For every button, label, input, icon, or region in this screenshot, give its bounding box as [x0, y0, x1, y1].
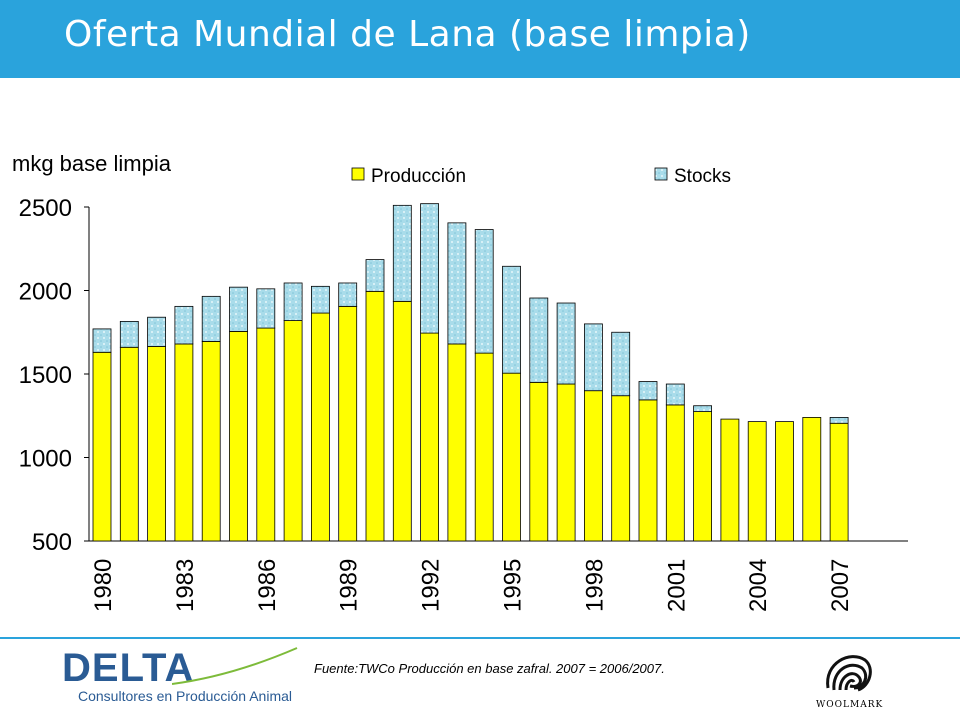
bar-produccion: [638, 399, 658, 542]
x-tick-label: 1992: [418, 559, 445, 612]
bar-stocks: [283, 282, 303, 321]
x-tick-label: 2007: [827, 559, 854, 612]
delta-logo: DELTA Consultores en Producción Animal: [62, 646, 302, 716]
bar-stocks: [174, 305, 194, 345]
y-tick-label: 1000: [19, 446, 72, 473]
woolmark-logo-word: WOOLMARK: [816, 700, 884, 710]
bar-stocks: [665, 383, 685, 406]
bar-stocks: [556, 302, 576, 385]
bar-produccion: [365, 290, 385, 542]
legend: Producción Stocks: [351, 166, 731, 187]
bar-stocks: [119, 320, 139, 348]
legend-label: Stocks: [674, 166, 731, 187]
bar-stocks: [365, 259, 385, 292]
x-tick-labels: 1980 1983 1986 1989 1992 1995 1998 2001 2004 2007: [90, 559, 854, 612]
header-bar: Oferta Mundial de Lana (base limpia): [0, 0, 960, 78]
bar-produccion: [747, 421, 767, 542]
bar-stocks: [447, 222, 467, 345]
source-note: Fuente:TWCo Producción en base zafral. 2…: [314, 661, 665, 676]
x-tick-label: 1986: [254, 559, 281, 612]
legend-label: Producción: [371, 166, 466, 187]
bar-stocks: [502, 265, 521, 374]
legend-item-stocks: Stocks: [654, 166, 731, 187]
axes: [84, 206, 908, 542]
bar-produccion: [310, 312, 330, 542]
bar-produccion: [693, 411, 712, 542]
woolmark-logo: WOOLMARK: [816, 648, 882, 718]
bar-produccion: [720, 418, 740, 542]
bar-stocks: [392, 204, 412, 302]
bar-stocks: [529, 297, 549, 383]
delta-swoosh-icon: [172, 647, 298, 685]
delta-logo-subtitle: Consultores en Producción Animal: [78, 688, 293, 704]
wool-supply-chart: mkg base limpia Producción Stocks 500 1000…: [12, 151, 908, 612]
x-tick-label: 1983: [172, 559, 199, 612]
page-title: Oferta Mundial de Lana (base limpia): [64, 14, 751, 55]
bar-produccion: [802, 417, 822, 542]
x-tick-label: 1998: [581, 559, 608, 612]
bar-stocks: [693, 405, 712, 412]
bars: [92, 203, 849, 542]
y-tick-label: 500: [32, 529, 72, 556]
bar-produccion: [502, 372, 521, 542]
woolmark-icon: [826, 655, 872, 692]
bar-stocks: [92, 328, 112, 353]
bar-stocks: [201, 295, 221, 342]
bar-stocks: [611, 331, 631, 397]
bar-stocks: [338, 282, 358, 307]
legend-swatch: [654, 167, 668, 181]
footer-divider: [0, 637, 960, 639]
bar-produccion: [829, 422, 849, 542]
bar-stocks: [638, 381, 658, 401]
bar-produccion: [584, 390, 603, 542]
bar-produccion: [775, 421, 794, 542]
x-tick-label: 1995: [500, 559, 527, 612]
x-tick-label: 1989: [336, 559, 363, 612]
bar-produccion: [229, 331, 248, 542]
bar-produccion: [92, 351, 112, 542]
bar-stocks: [256, 288, 276, 329]
x-tick-label: 1980: [90, 559, 117, 612]
bar-produccion: [283, 320, 303, 542]
bar-stocks: [310, 285, 330, 314]
y-axis-label: mkg base limpia: [12, 151, 172, 176]
bar-produccion: [474, 352, 494, 542]
y-tick-label: 1500: [19, 362, 72, 389]
bar-produccion: [529, 381, 549, 542]
bar-produccion: [338, 305, 358, 542]
x-tick-label: 2004: [745, 559, 772, 612]
bar-stocks: [420, 203, 440, 334]
delta-logo-word: DELTA: [62, 646, 195, 690]
bar-produccion: [665, 404, 685, 542]
bar-stocks: [229, 286, 248, 332]
bar-produccion: [392, 300, 412, 542]
y-tick-label: 2500: [19, 195, 72, 222]
bar-stocks: [147, 316, 167, 347]
bar-produccion: [119, 346, 139, 542]
bar-produccion: [256, 327, 276, 542]
bar-stocks: [584, 323, 603, 392]
bar-stocks: [829, 417, 849, 424]
y-tick-labels: 500 1000 1500 2000 2500: [19, 195, 72, 556]
x-tick-label: 2001: [663, 559, 690, 612]
bar-stocks: [474, 229, 494, 354]
y-tick-label: 2000: [19, 279, 72, 306]
bar-produccion: [447, 343, 467, 542]
bar-produccion: [201, 341, 221, 542]
legend-item-produccion: Producción: [351, 166, 466, 187]
bar-produccion: [147, 346, 167, 542]
bar-produccion: [420, 332, 440, 542]
bar-produccion: [556, 383, 576, 542]
bar-produccion: [174, 343, 194, 542]
legend-swatch: [351, 167, 365, 181]
bar-produccion: [611, 395, 631, 542]
